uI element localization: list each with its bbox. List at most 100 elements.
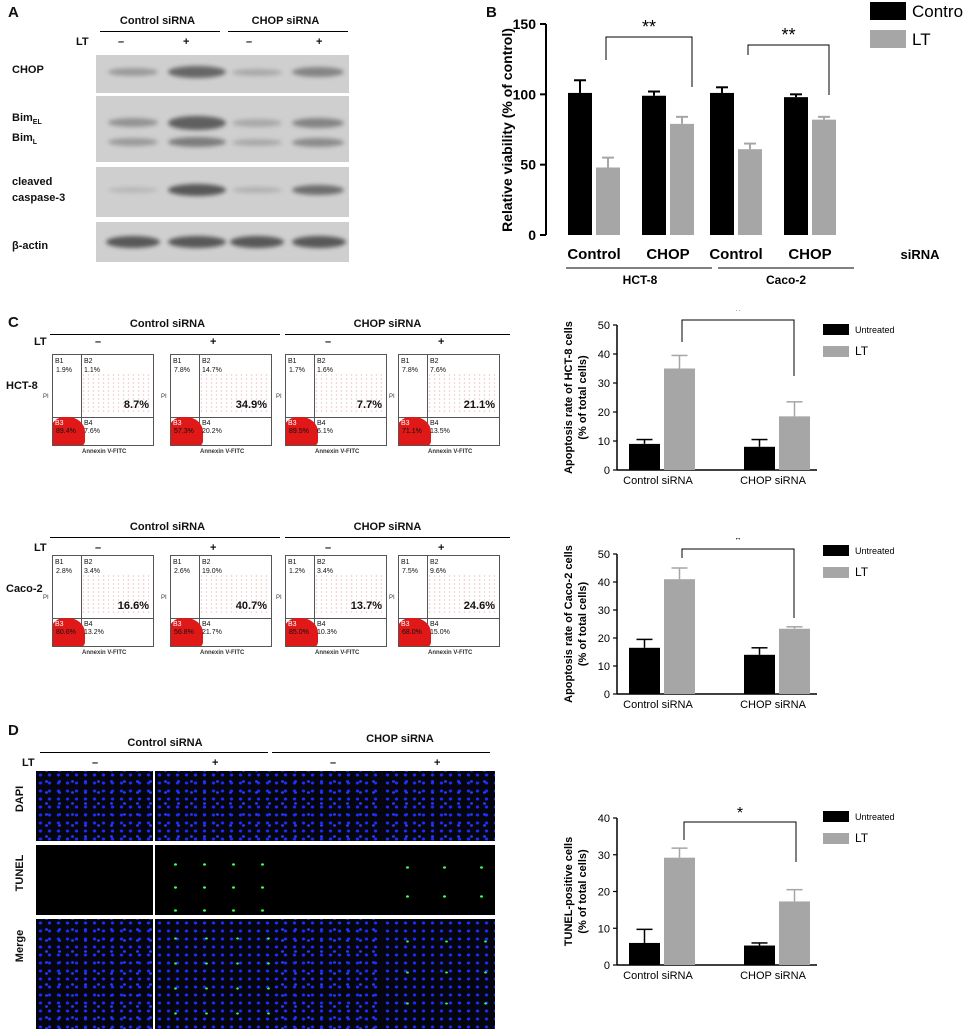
flow-y-axis-label: PI [389, 595, 395, 601]
quadrant-label: B1 [401, 559, 410, 566]
significance-mark: * [735, 538, 741, 549]
flow-group-control-sirna: Control siRNA [129, 521, 206, 533]
image-merge-control-untreated [36, 919, 153, 1029]
tunel-group-underline [40, 752, 268, 753]
tunel-treatment: – [330, 757, 337, 769]
quadrant-label: B2 [84, 358, 93, 365]
legend-swatch-lt [823, 567, 849, 578]
legend-label-untreated: Untreated [855, 812, 895, 822]
y-tick-label: 40 [598, 577, 610, 589]
blot-treatment: + [183, 36, 190, 48]
quadrant-b2-value: 1.6% [317, 367, 333, 374]
flow-scatter-dots [427, 373, 499, 413]
legend-swatch-lt [823, 833, 849, 844]
bar-untreated [744, 654, 775, 694]
image-tunel-chop-lt [383, 845, 495, 915]
legend-label-untreated: Untreated [855, 325, 895, 335]
blot-treatment: – [118, 36, 125, 48]
flow-gate-vertical [81, 355, 82, 445]
legend-label-lt: LT [912, 30, 931, 49]
x-category-label: Control siRNA [623, 699, 693, 711]
flow-live-population [286, 417, 318, 445]
quadrant-label: B4 [84, 420, 93, 427]
quadrant-label: B3 [55, 420, 64, 427]
significance-bracket [683, 821, 797, 862]
flow-group-chop-sirna: CHOP siRNA [353, 521, 422, 533]
chart-tunel-positive: 0 10 20 30 40 TUNEL-positive cells (% of total… [563, 805, 895, 982]
x-category-label: Control siRNA [623, 970, 693, 982]
x-category-label: Control [709, 246, 762, 263]
legend-label-control: Control [912, 2, 964, 21]
flow-scatter-dots [81, 574, 153, 614]
flow-treatment: – [325, 336, 332, 348]
quadrant-b2-value: 19.0% [202, 568, 222, 575]
flow-treatment: + [210, 542, 217, 554]
quadrant-label: B4 [430, 420, 439, 427]
flow-plot: B1 B2 7.8% 7.6% B3 B4 71.1% 13.5% 21.1% [398, 354, 500, 446]
y-axis-label: Apoptosis rate of Caco-2 cells [563, 545, 575, 703]
y-axis-label: TUNEL-positive cells [563, 837, 575, 946]
chart-apoptosis-caco2: 0 10 20 30 40 50 Apoptosis rate of Caco-2 cell… [563, 538, 895, 711]
x-category-label: CHOP siRNA [740, 699, 806, 711]
quadrant-label: B3 [55, 621, 64, 628]
quadrant-b2-value: 3.4% [317, 568, 333, 575]
quadrant-label: B3 [401, 420, 410, 427]
quadrant-b2-value: 1.1% [84, 367, 100, 374]
quadrant-b3-value: 80.6% [56, 629, 76, 636]
quadrant-label: B4 [202, 420, 211, 427]
flow-x-axis-label: Annexin V-FITC [315, 650, 360, 656]
flow-treatment: + [210, 336, 217, 348]
blot-group-underline [228, 31, 348, 32]
y-tick-label: 20 [598, 633, 610, 645]
flow-gate-vertical [314, 355, 315, 445]
quadrant-label: B3 [288, 420, 297, 427]
quadrant-label: B1 [173, 358, 182, 365]
quadrant-b4-value: 6.1% [317, 428, 333, 435]
x-category-label: CHOP [646, 246, 689, 263]
flow-gate-horizontal [286, 417, 386, 418]
quadrant-label: B2 [430, 559, 439, 566]
quadrant-label: B2 [317, 358, 326, 365]
flow-plot: B1 B2 2.6% 19.0% B3 B4 56.8% 21.7% 40.7% [170, 555, 272, 647]
blot-group-chop-sirna: CHOP siRNA [251, 15, 320, 27]
y-tick-label: 10 [598, 436, 610, 448]
quadrant-label: B4 [430, 621, 439, 628]
y-tick-label: 10 [598, 661, 610, 673]
flow-apoptosis-percent: 34.9% [235, 399, 267, 411]
tunel-row-merge: Merge [14, 929, 26, 963]
quadrant-b1-value: 1.2% [289, 568, 305, 575]
bar-lt [738, 149, 762, 235]
flow-x-axis-label: Annexin V-FITC [82, 449, 127, 455]
quadrant-b2-value: 7.6% [430, 367, 446, 374]
y-tick-label: 50 [598, 549, 610, 561]
bar-lt [670, 123, 694, 235]
flow-live-population [286, 618, 318, 646]
y-tick-label: 40 [598, 349, 610, 361]
blot-label-cleaved: cleaved [12, 176, 53, 188]
quadrant-b1-value: 2.6% [174, 568, 190, 575]
quadrant-b3-value: 68.0% [402, 629, 422, 636]
y-tick-label: 30 [598, 605, 610, 617]
quadrant-b2-value: 3.4% [84, 568, 100, 575]
blot-strip-beta-actin [96, 222, 349, 262]
flow-group-underline [285, 334, 510, 335]
image-tunel-control-lt [155, 845, 272, 915]
quadrant-label: B3 [173, 420, 182, 427]
x-category-suffix: siRNA [900, 247, 940, 262]
flow-apoptosis-percent: 21.1% [463, 399, 495, 411]
x-category-label: CHOP [788, 246, 831, 263]
flow-scatter-dots [199, 373, 271, 413]
image-merge-control-lt [155, 919, 272, 1029]
x-category-label: Control [567, 246, 620, 263]
x-category-label: CHOP siRNA [740, 970, 806, 982]
quadrant-label: B3 [401, 621, 410, 628]
flow-x-axis-label: Annexin V-FITC [428, 650, 473, 656]
bar-lt [596, 167, 620, 235]
flow-group-underline [50, 334, 280, 335]
tunel-treatment: + [212, 757, 219, 769]
flow-scatter-dots [314, 373, 386, 413]
flow-plot: B1 B2 1.2% 3.4% B3 B4 85.0% 10.3% 13.7% [285, 555, 387, 647]
y-tick-label: 0 [604, 960, 610, 972]
significance-bracket [605, 36, 693, 87]
flow-live-population [53, 417, 85, 445]
